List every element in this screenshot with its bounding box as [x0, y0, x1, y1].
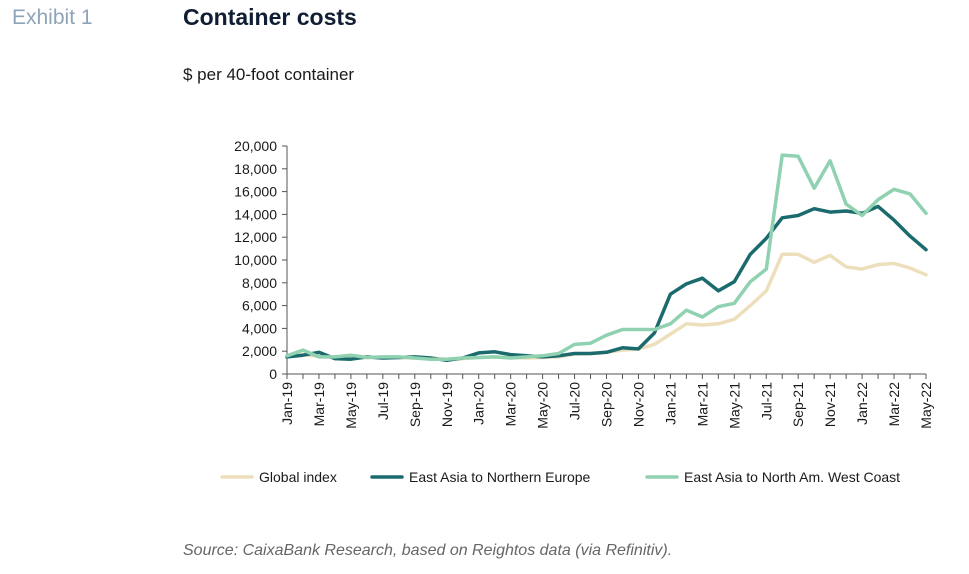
x-tick-label: Jan-19 — [279, 382, 295, 425]
chart-title: Container costs — [183, 4, 357, 30]
legend-label-0: Global index — [259, 469, 337, 485]
x-tick-label: Jul-20 — [567, 382, 583, 420]
chart-subtitle: $ per 40-foot container — [183, 65, 355, 84]
x-tick-label: Mar-19 — [311, 382, 327, 427]
y-tick-label: 20,000 — [234, 138, 277, 154]
x-tick-label: May-20 — [535, 382, 551, 429]
source-note: Source: CaixaBank Research, based on Rei… — [183, 542, 673, 559]
x-tick-label: Jan-22 — [854, 382, 870, 425]
y-tick-label: 8,000 — [242, 275, 277, 291]
y-tick-label: 2,000 — [242, 343, 277, 359]
x-tick-label: Nov-19 — [439, 382, 455, 427]
x-tick-label: Jan-21 — [662, 382, 678, 425]
y-tick-label: 18,000 — [234, 161, 277, 177]
y-tick-label: 10,000 — [234, 252, 277, 268]
series-line-1 — [285, 204, 928, 363]
legend-label-2: East Asia to North Am. West Coast — [684, 469, 900, 485]
x-tick-label: Jan-20 — [471, 382, 487, 425]
x-tick-label: Sep-20 — [599, 382, 615, 427]
series-line-0 — [285, 252, 928, 361]
y-tick-label: 4,000 — [242, 320, 277, 336]
y-tick-label: 12,000 — [234, 229, 277, 245]
y-tick-label: 6,000 — [242, 298, 277, 314]
legend-label-1: East Asia to Northern Europe — [409, 469, 591, 485]
x-tick-label: May-22 — [918, 382, 934, 429]
x-tick-label: May-19 — [343, 382, 359, 429]
x-tick-label: Mar-22 — [886, 382, 902, 427]
x-tick-label: Nov-20 — [630, 382, 646, 427]
x-tick-label: May-21 — [726, 382, 742, 429]
x-tick-label: Sep-21 — [790, 382, 806, 427]
y-tick-label: 16,000 — [234, 184, 277, 200]
x-tick-label: Nov-21 — [822, 382, 838, 427]
x-tick-label: Sep-19 — [407, 382, 423, 427]
x-tick-label: Jul-21 — [758, 382, 774, 420]
series-line-2 — [285, 153, 928, 361]
exhibit-label: Exhibit 1 — [12, 6, 93, 29]
x-tick-label: Mar-21 — [694, 382, 710, 427]
y-tick-label: 0 — [269, 366, 277, 382]
y-tick-label: 14,000 — [234, 206, 277, 222]
x-tick-label: Jul-19 — [375, 382, 391, 420]
x-tick-label: Mar-20 — [503, 382, 519, 427]
